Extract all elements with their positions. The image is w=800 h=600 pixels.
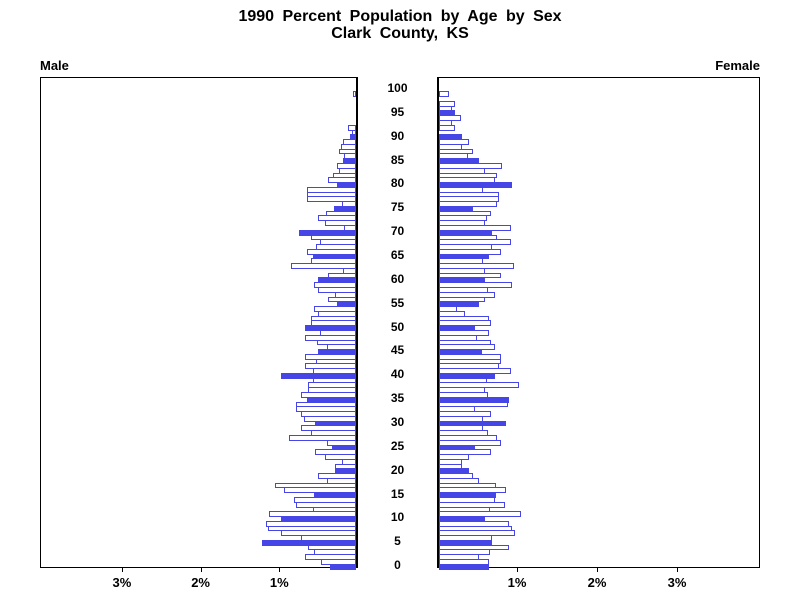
chart-title: 1990 Percent Population by Age by Sex [238,8,562,25]
age-tick-label-5: 5 [394,534,401,549]
age-tick-label-80: 80 [390,176,405,191]
male-pct-tick-label-3: 3% [112,575,132,590]
male-bars-panel [40,77,358,570]
age-tick-label-55: 55 [390,295,405,310]
female-pct-tick-label-3: 3% [667,575,687,590]
male-age-79-bar [307,186,356,193]
age-tick-label-15: 15 [390,486,405,501]
chart-subtitle: Clark County, KS [331,25,469,42]
male-age-99-bar [352,91,356,98]
male-age-54-bar [314,306,356,312]
female-pct-tick-mark-3 [677,568,678,572]
age-tick-label-85: 85 [390,152,405,167]
age-tick-label-95: 95 [390,104,405,119]
female-pct-tick-mark-2 [597,568,598,572]
age-tick-label-50: 50 [390,319,405,334]
age-tick-label-35: 35 [390,391,405,406]
age-tick-label-70: 70 [390,224,405,239]
age-tick-label-100: 100 [387,81,408,95]
male-panel-label: Male [40,58,69,73]
age-tick-label-90: 90 [390,128,405,143]
female-bars-panel [437,77,760,570]
male-age-92-bar [348,124,356,131]
male-pct-tick-mark-1 [279,568,281,572]
age-tick-label-65: 65 [390,248,405,263]
male-age-89-bar [343,139,356,145]
female-age-90-bar [439,134,463,141]
age-tick-label-20: 20 [390,462,405,477]
female-panel-label: Female [715,58,760,73]
female-pct-tick-label-1: 1% [507,575,527,590]
male-pct-tick-label-1: 1% [269,575,289,590]
age-tick-label-45: 45 [390,343,405,358]
male-pct-tick-mark-2 [200,568,202,572]
age-tick-label-10: 10 [390,510,405,525]
age-tick-label-25: 25 [390,438,405,453]
male-age-61-bar [328,272,356,279]
age-tick-label-60: 60 [390,271,405,286]
age-tick-label-0: 0 [394,558,401,573]
male-age-17-bar [274,482,356,489]
female-pct-tick-label-2: 2% [587,575,607,590]
male-pct-tick-mark-3 [121,568,123,572]
male-age-11-bar [268,511,356,518]
female-pct-tick-mark-1 [517,568,518,572]
male-pct-tick-label-2: 2% [191,575,210,590]
female-age-97-bar [439,100,455,107]
male-age-70-bar [298,229,356,236]
female-age-99-bar [439,91,449,98]
age-tick-label-30: 30 [390,415,405,430]
age-tick-label-75: 75 [390,200,405,215]
age-tick-label-40: 40 [390,367,405,382]
